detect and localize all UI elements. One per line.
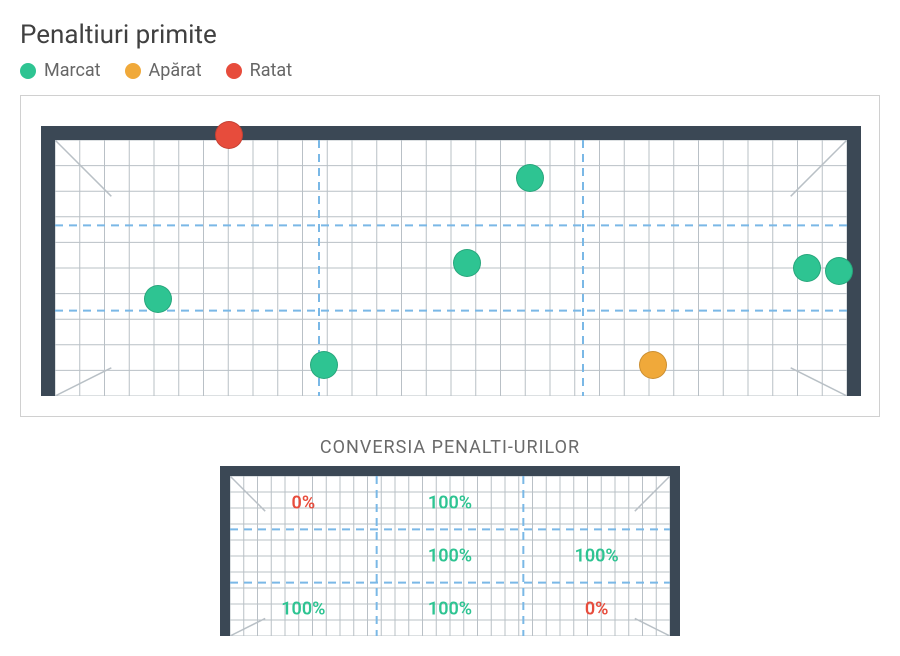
penalty-shot — [825, 257, 853, 285]
conversion-cell: 100% — [428, 599, 472, 620]
penalty-shot — [310, 351, 338, 379]
conversion-goal: 0% 100% 100% 100% 100% 100% 0% — [220, 466, 680, 636]
main-goal-panel — [20, 95, 880, 417]
penalty-shot — [215, 121, 243, 149]
conversion-title: CONVERSIA PENALTI-URILOR — [20, 437, 880, 458]
legend-dot-icon — [226, 63, 242, 79]
legend-label: Apărat — [149, 60, 202, 81]
conversion-cell: 0% — [585, 599, 609, 620]
legend-item: Ratat — [226, 60, 292, 81]
legend: Marcat Apărat Ratat — [20, 60, 880, 81]
legend-label: Marcat — [44, 60, 101, 81]
main-goal — [41, 126, 861, 396]
penalty-shot — [144, 285, 172, 313]
conversion-cell: 100% — [428, 546, 472, 567]
legend-dot-icon — [125, 63, 141, 79]
page-title: Penaltiuri primite — [20, 20, 880, 50]
legend-dot-icon — [20, 63, 36, 79]
conversion-cell: 100% — [428, 492, 472, 513]
penalty-shot — [516, 164, 544, 192]
legend-item: Apărat — [125, 60, 202, 81]
legend-label: Ratat — [250, 60, 292, 81]
penalty-shot — [793, 254, 821, 282]
penalty-shot — [453, 249, 481, 277]
goal-svg — [41, 126, 861, 396]
conversion-cell: 0% — [292, 492, 316, 513]
legend-item: Marcat — [20, 60, 101, 81]
penalty-shot — [639, 351, 667, 379]
conversion-cell: 100% — [281, 599, 325, 620]
conversion-cell: 100% — [575, 546, 619, 567]
